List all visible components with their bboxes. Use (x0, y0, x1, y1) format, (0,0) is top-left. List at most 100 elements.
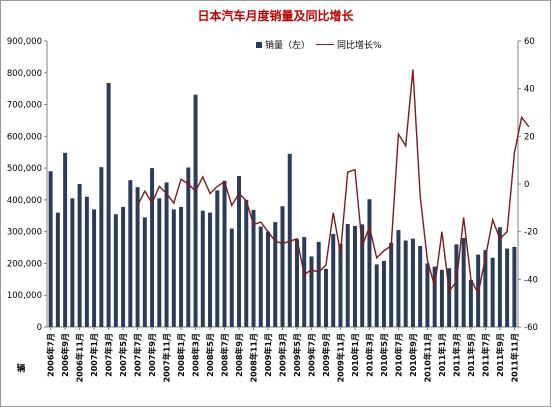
bar (345, 224, 350, 327)
x-tick-label: 2011年1月 (437, 333, 447, 377)
bar (338, 243, 343, 327)
bar (135, 187, 140, 327)
bar (490, 257, 495, 327)
right-tick-label: 40 (524, 85, 535, 95)
bar (389, 242, 394, 327)
left-tick-label: 600,000 (7, 132, 42, 142)
left-unit-label: 辆 (17, 363, 26, 374)
bar (48, 171, 53, 327)
left-tick-label: 400,000 (7, 196, 42, 206)
x-tick-label: 2008年9月 (234, 333, 244, 377)
bar (425, 263, 430, 327)
bar (251, 210, 256, 327)
growth-line (136, 69, 530, 296)
bar (63, 152, 68, 327)
bar (222, 180, 227, 327)
legend-line-label: 同比增长% (337, 41, 382, 51)
bar (99, 167, 104, 327)
legend-bar-label: 销量（左） (265, 41, 311, 51)
left-tick-label: 200,000 (7, 259, 42, 269)
bar (200, 210, 205, 327)
bar (374, 264, 379, 327)
x-tick-label: 2007年1月 (89, 333, 99, 377)
bar (323, 268, 328, 327)
left-tick-label: 900,000 (7, 37, 42, 47)
x-tick-label: 2010年11月 (422, 333, 432, 382)
x-tick-label: 2010年7月 (393, 333, 403, 377)
bar (309, 256, 314, 327)
bar (273, 222, 278, 327)
bar (280, 206, 285, 327)
left-tick-label: 0 (37, 323, 42, 333)
left-tick-label: 300,000 (7, 228, 42, 238)
x-tick-label: 2008年7月 (220, 333, 230, 377)
chart-title: 日本汽车月度销量及同比增长 (197, 9, 354, 23)
x-tick-label: 2006年7月 (46, 333, 56, 377)
bar (294, 239, 299, 327)
bar (468, 279, 473, 327)
x-tick-label: 2008年1月 (176, 333, 186, 377)
x-tick-label: 2007年3月 (104, 333, 114, 377)
bar (497, 227, 502, 327)
bar (113, 214, 118, 327)
x-tick-label: 2009年5月 (292, 333, 302, 377)
bar (128, 180, 133, 327)
x-tick-label: 2007年9月 (147, 333, 157, 377)
bar (381, 260, 386, 327)
x-tick-label: 2008年3月 (191, 333, 201, 377)
x-tick-label: 2009年1月 (263, 333, 273, 377)
x-tick-label: 2009年3月 (278, 333, 288, 377)
bar (186, 167, 191, 327)
x-tick-label: 2007年5月 (118, 333, 128, 377)
bar (150, 168, 155, 327)
bar (483, 250, 488, 327)
legend-item-line: 同比增长% (316, 38, 382, 51)
bar (266, 231, 271, 327)
bar (367, 199, 372, 327)
bar (302, 237, 307, 327)
bar (505, 248, 510, 327)
right-tick-label: -20 (524, 228, 538, 238)
x-tick-label: 2006年9月 (60, 333, 70, 377)
right-tick-label: -60 (524, 323, 538, 333)
bar (447, 268, 452, 327)
bar (208, 212, 213, 327)
x-tick-label: 2010年1月 (350, 333, 360, 377)
x-tick-label: 2009年9月 (321, 333, 331, 377)
bar (142, 217, 147, 327)
bar (171, 209, 176, 327)
x-tick-label: 2008年11月 (249, 333, 259, 382)
x-tick-label: 2011年9月 (495, 333, 505, 377)
legend-line-swatch (316, 44, 335, 45)
bar (454, 244, 459, 327)
bar (244, 199, 249, 327)
left-tick-label: 700,000 (7, 101, 42, 111)
bar (84, 196, 89, 327)
x-tick-label: 2011年11月 (509, 333, 519, 382)
x-tick-label: 2006年11月 (75, 333, 85, 382)
bar (512, 246, 517, 327)
bar (215, 190, 220, 327)
chart-legend: 销量（左） 同比增长% (256, 38, 382, 51)
bar (352, 225, 357, 327)
x-tick-label: 2008年5月 (205, 333, 215, 377)
bar (121, 206, 126, 327)
bar (164, 182, 169, 327)
bar (360, 224, 365, 327)
legend-item-bar: 销量（左） (256, 38, 310, 51)
right-tick-label: 0 (524, 180, 529, 190)
bar (237, 176, 242, 327)
x-tick-label: 2007年7月 (133, 333, 143, 377)
bar (92, 209, 97, 327)
left-tick-label: 500,000 (7, 164, 42, 174)
x-tick-label: 2011年5月 (466, 333, 476, 377)
bar (55, 212, 60, 327)
bar (396, 230, 401, 327)
right-tick-label: 20 (524, 132, 535, 142)
bar (331, 233, 336, 327)
bar (179, 206, 184, 327)
bar (432, 266, 437, 327)
bar (461, 238, 466, 327)
